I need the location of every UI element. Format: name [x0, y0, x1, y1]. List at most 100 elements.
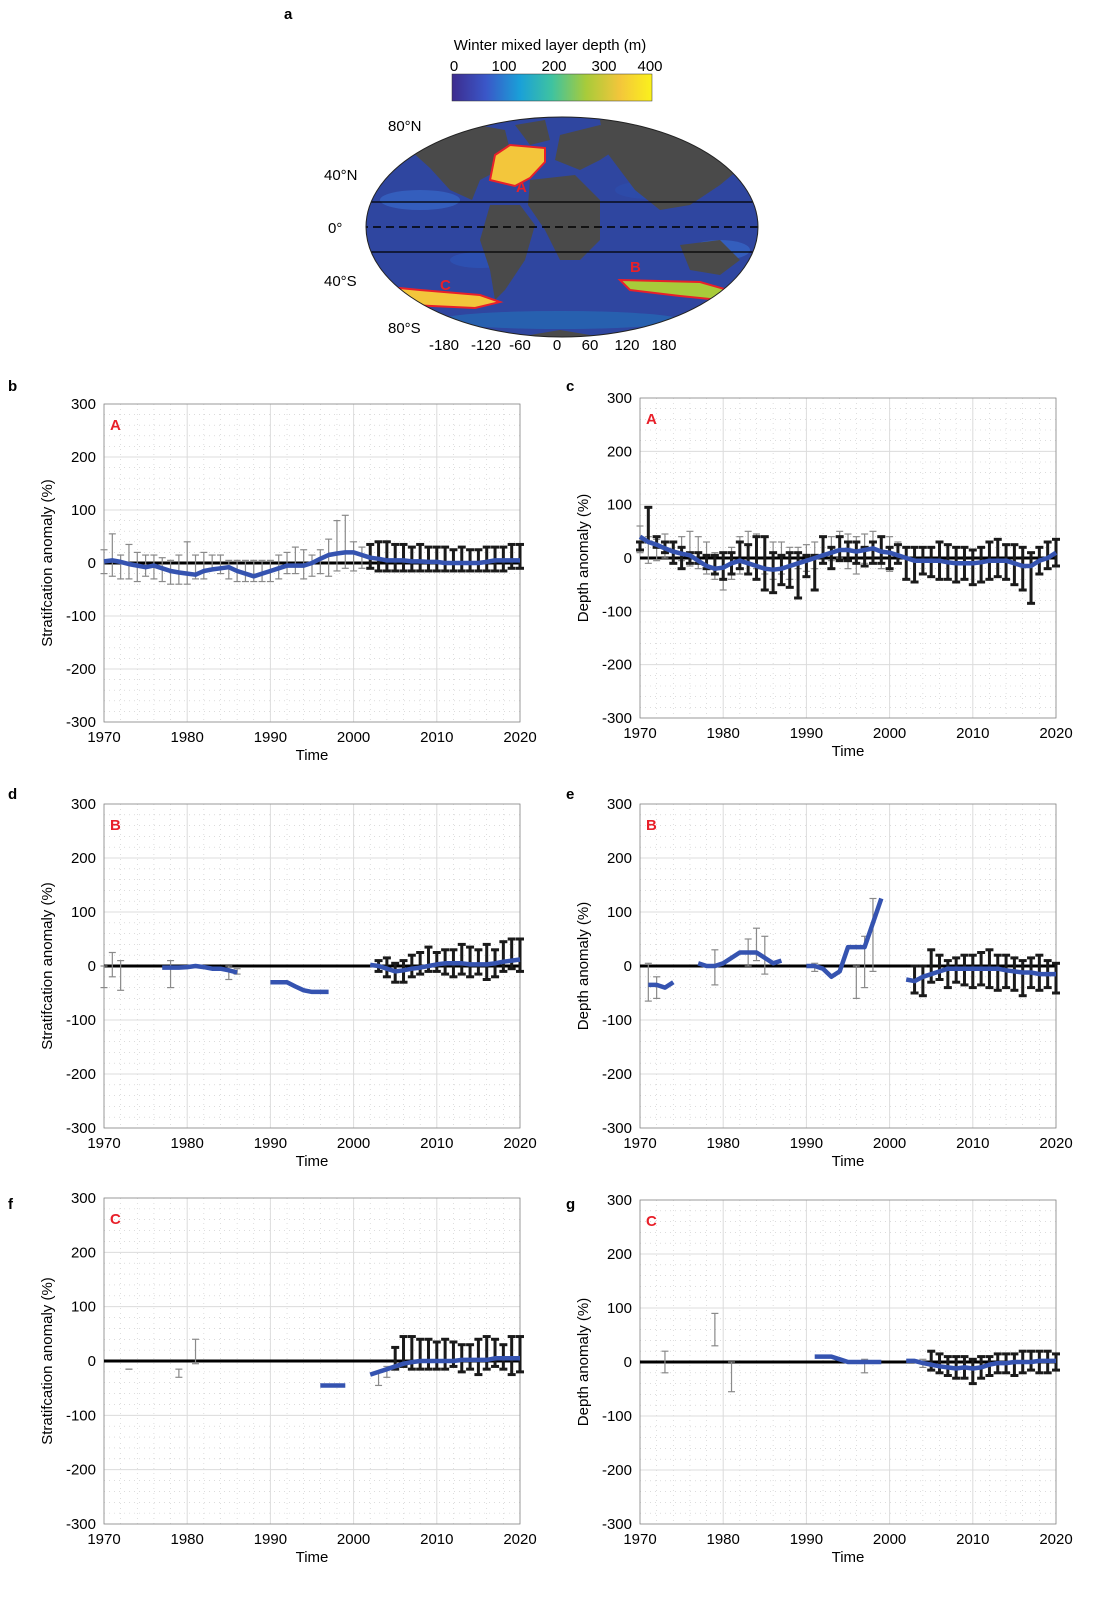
y-tick-label: -100: [66, 608, 96, 625]
y-tick-label: 300: [71, 796, 96, 813]
series-line-1: [814, 1354, 882, 1365]
y-tick-label: 300: [71, 396, 96, 413]
y-tick-label: 300: [71, 1190, 96, 1207]
region-label-c: C: [440, 277, 451, 294]
series-line-2: [270, 979, 329, 995]
y-tick-label: -200: [66, 1066, 96, 1083]
chart-panel-g: C 1970 1980 1990 2000 2010 2020 300 200 100 0 -100 -…: [575, 1192, 1073, 1566]
y-tick-label: -100: [66, 1012, 96, 1029]
x-tick-label: 1970: [623, 1531, 656, 1548]
lat-label-80n: 80°N: [388, 118, 422, 135]
x-tick-label: 2010: [956, 1135, 989, 1152]
x-tick-label: 2010: [420, 1135, 453, 1152]
x-tick-label: 2000: [337, 1135, 370, 1152]
y-tick-label: 0: [624, 958, 632, 975]
y-tick-label: -200: [602, 1462, 632, 1479]
region-label: C: [110, 1211, 121, 1228]
y-axis-label: Stratifcation anomaly (%): [39, 479, 56, 647]
series-line-2: [697, 950, 783, 969]
series-line-1: [648, 980, 675, 990]
region-label: A: [646, 411, 657, 428]
lat-label-80s: 80°S: [388, 320, 421, 337]
chart-panel-c: A 1970 1980 1990 2000 2010 2020 300 200 100 0 -100 -…: [575, 390, 1073, 760]
y-tick-label: -300: [66, 1516, 96, 1533]
x-tick-label: 2020: [1039, 1531, 1072, 1548]
region-label: B: [646, 817, 657, 834]
series-line-1: [638, 534, 1058, 572]
x-tick-label: 2000: [873, 1135, 906, 1152]
y-tick-label: 100: [71, 502, 96, 519]
panel-letter-a: a: [284, 6, 293, 23]
colorbar-title: Winter mixed layer depth (m): [454, 37, 647, 54]
colorbar: [451, 73, 653, 102]
x-tick-label: 1980: [707, 725, 740, 742]
x-tick-label: 2020: [503, 729, 536, 746]
colorbar-tick-0: 0: [450, 58, 458, 75]
y-axis-label: Depth anomaly (%): [575, 902, 592, 1030]
x-axis-label: Time: [832, 743, 865, 760]
y-tick-label: -100: [66, 1407, 96, 1424]
x-tick-label: 2000: [337, 1531, 370, 1548]
chart-panel-e: B 1970 1980 1990 2000 2010 2020 300 200 100 0 -100 -…: [575, 796, 1073, 1170]
y-tick-label: -200: [66, 1462, 96, 1479]
y-tick-label: 100: [607, 1300, 632, 1317]
panel-letter-c: c: [566, 378, 575, 395]
panel-letter-f: f: [8, 1196, 13, 1213]
lon-label-0: 0: [553, 337, 561, 354]
y-axis-label: Depth anomaly (%): [575, 494, 592, 622]
colorbar-tick-100: 100: [491, 58, 516, 75]
y-tick-label: 0: [88, 958, 96, 975]
y-tick-label: 200: [71, 850, 96, 867]
region-label: B: [110, 817, 121, 834]
x-tick-label: 1990: [254, 1135, 287, 1152]
colorbar-ticks: 0 100 200 300 400: [450, 58, 663, 75]
x-tick-label: 1990: [790, 1135, 823, 1152]
y-tick-label: 300: [607, 796, 632, 813]
x-tick-label: 2020: [503, 1135, 536, 1152]
y-axis-label: Stratifcation anomaly (%): [39, 882, 56, 1050]
lon-label-180: 180: [651, 337, 676, 354]
x-tick-label: 1990: [790, 1531, 823, 1548]
x-tick-label: 1970: [87, 1135, 120, 1152]
region-label: A: [110, 417, 121, 434]
series-line-2: [369, 1356, 520, 1377]
x-tick-label: 2010: [956, 725, 989, 742]
colorbar-tick-400: 400: [637, 58, 662, 75]
lon-label-m60: -60: [509, 337, 531, 354]
y-tick-label: -100: [602, 1408, 632, 1425]
lon-label-120: 120: [614, 337, 639, 354]
y-axis-label: Stratifcation anomaly (%): [39, 1277, 56, 1445]
series-line-1: [103, 550, 520, 579]
colorbar-tick-200: 200: [541, 58, 566, 75]
panel-letter-b: b: [8, 378, 18, 395]
x-tick-label: 1970: [623, 1135, 656, 1152]
x-axis-label: Time: [296, 1153, 329, 1170]
x-tick-label: 1980: [707, 1135, 740, 1152]
x-tick-label: 1980: [171, 1531, 204, 1548]
y-tick-label: -300: [66, 1120, 96, 1137]
x-axis-label: Time: [296, 747, 329, 764]
x-tick-label: 2020: [1039, 725, 1072, 742]
x-tick-label: 2000: [873, 1531, 906, 1548]
y-tick-label: 100: [607, 904, 632, 921]
x-tick-label: 2020: [503, 1531, 536, 1548]
region-a-outline: [488, 143, 546, 188]
panel-letter-e: e: [566, 786, 575, 803]
series-line-3: [369, 957, 521, 974]
x-tick-label: 2000: [337, 729, 370, 746]
series-line-2: [906, 1358, 1056, 1371]
x-tick-label: 1970: [87, 729, 120, 746]
y-tick-label: 200: [71, 1244, 96, 1261]
y-tick-label: -300: [602, 1120, 632, 1137]
y-axis-label: Depth anomaly (%): [575, 1298, 592, 1426]
chart-panel-f: C 1970 1980 1990 2000 2010 2020 300 200 100 0 -100 -…: [39, 1190, 537, 1566]
y-tick-label: -100: [602, 603, 632, 620]
panel-letter-g: g: [566, 1196, 576, 1213]
chart-panel-d: B 1970 1980 1990 2000 2010 2020 300 200 100 0 -100 -…: [39, 796, 537, 1170]
y-tick-label: 0: [88, 1353, 96, 1370]
x-tick-label: 2010: [420, 729, 453, 746]
series-line-4: [905, 966, 1056, 984]
x-tick-label: 1990: [790, 725, 823, 742]
x-tick-label: 2020: [1039, 1135, 1072, 1152]
